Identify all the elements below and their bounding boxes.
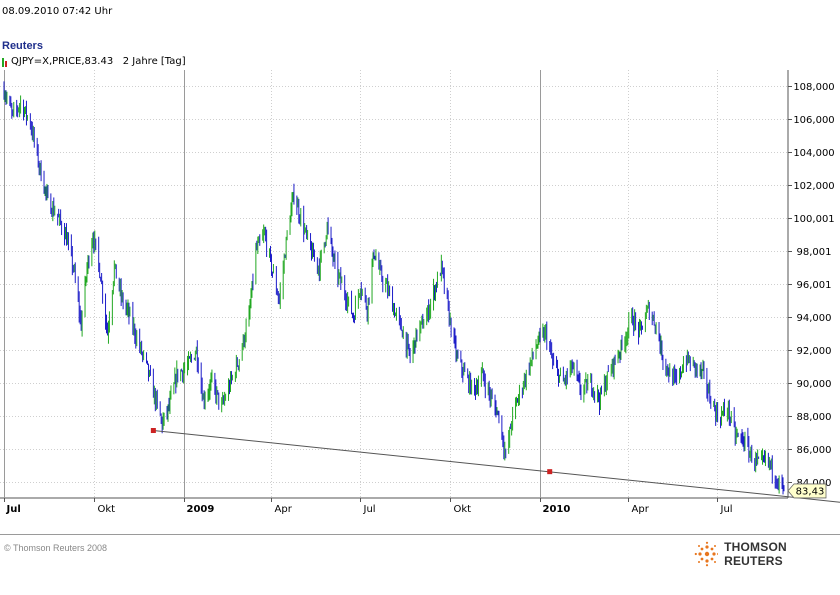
y-tick-label: 102,000 — [793, 181, 834, 192]
y-tick-label: 106,000 — [793, 115, 834, 126]
support-trendline — [150, 428, 840, 503]
y-tick-label: 100,001 — [793, 214, 834, 225]
last-price-label: 83,43 — [796, 486, 825, 497]
y-tick-label: 94,000 — [797, 313, 832, 324]
source-label: Reuters — [2, 40, 43, 52]
x-axis: Jul Okt 2009 Apr Jul Okt 2010 Apr Jul — [4, 498, 733, 515]
y-tick-label: 86,000 — [797, 445, 832, 456]
legend-label: QJPY=X,PRICE,83.43 2 Jahre [Tag] — [11, 56, 186, 67]
trendline-anchor-marker — [150, 428, 156, 434]
y-tick-label: 104,000 — [793, 148, 834, 159]
x-tick-label: Jul — [363, 504, 376, 515]
y-tick-label: 88,000 — [797, 412, 832, 423]
brand-logo: THOMSON REUTERS — [694, 540, 840, 568]
chart-legend: QJPY=X,PRICE,83.43 2 Jahre [Tag] — [2, 56, 186, 67]
y-tick-label: 84,000 — [797, 478, 832, 489]
x-tick-label: Apr — [275, 504, 293, 515]
trendline-anchor-marker — [547, 469, 553, 475]
price-bars — [3, 81, 785, 495]
brand-name: THOMSON REUTERS — [724, 540, 787, 568]
last-price-badge: 83,43 — [787, 483, 827, 499]
y-tick-label: 96,001 — [797, 280, 832, 291]
x-tick-label: Okt — [98, 504, 116, 515]
candlestick-icon — [2, 57, 7, 67]
y-tick-label: 90,000 — [797, 379, 832, 390]
x-tick-label: 2010 — [543, 504, 571, 515]
y-tick-label: 108,000 — [793, 82, 834, 93]
timestamp: 08.09.2010 07:42 Uhr — [2, 6, 113, 17]
copyright: © Thomson Reuters 2008 — [4, 543, 108, 553]
x-tick-label: 2009 — [187, 504, 215, 515]
price-chart: 84,000 86,000 88,000 90,000 92,000 94,000 96,0… — [0, 70, 840, 515]
y-axis: 84,000 86,000 88,000 90,000 92,000 94,000 96,0… — [788, 82, 835, 489]
footer-divider — [0, 534, 840, 535]
x-tick-label: Okt — [454, 504, 472, 515]
y-tick-label: 98,001 — [797, 247, 832, 258]
x-tick-label: Apr — [632, 504, 650, 515]
x-tick-label: Jul — [720, 504, 733, 515]
x-tick-label: Jul — [6, 504, 21, 515]
grid — [0, 70, 789, 499]
y-tick-label: 92,000 — [797, 346, 832, 357]
trendline — [153, 430, 840, 503]
thomson-reuters-logo-icon — [694, 541, 719, 567]
last-price-flag — [787, 483, 827, 499]
